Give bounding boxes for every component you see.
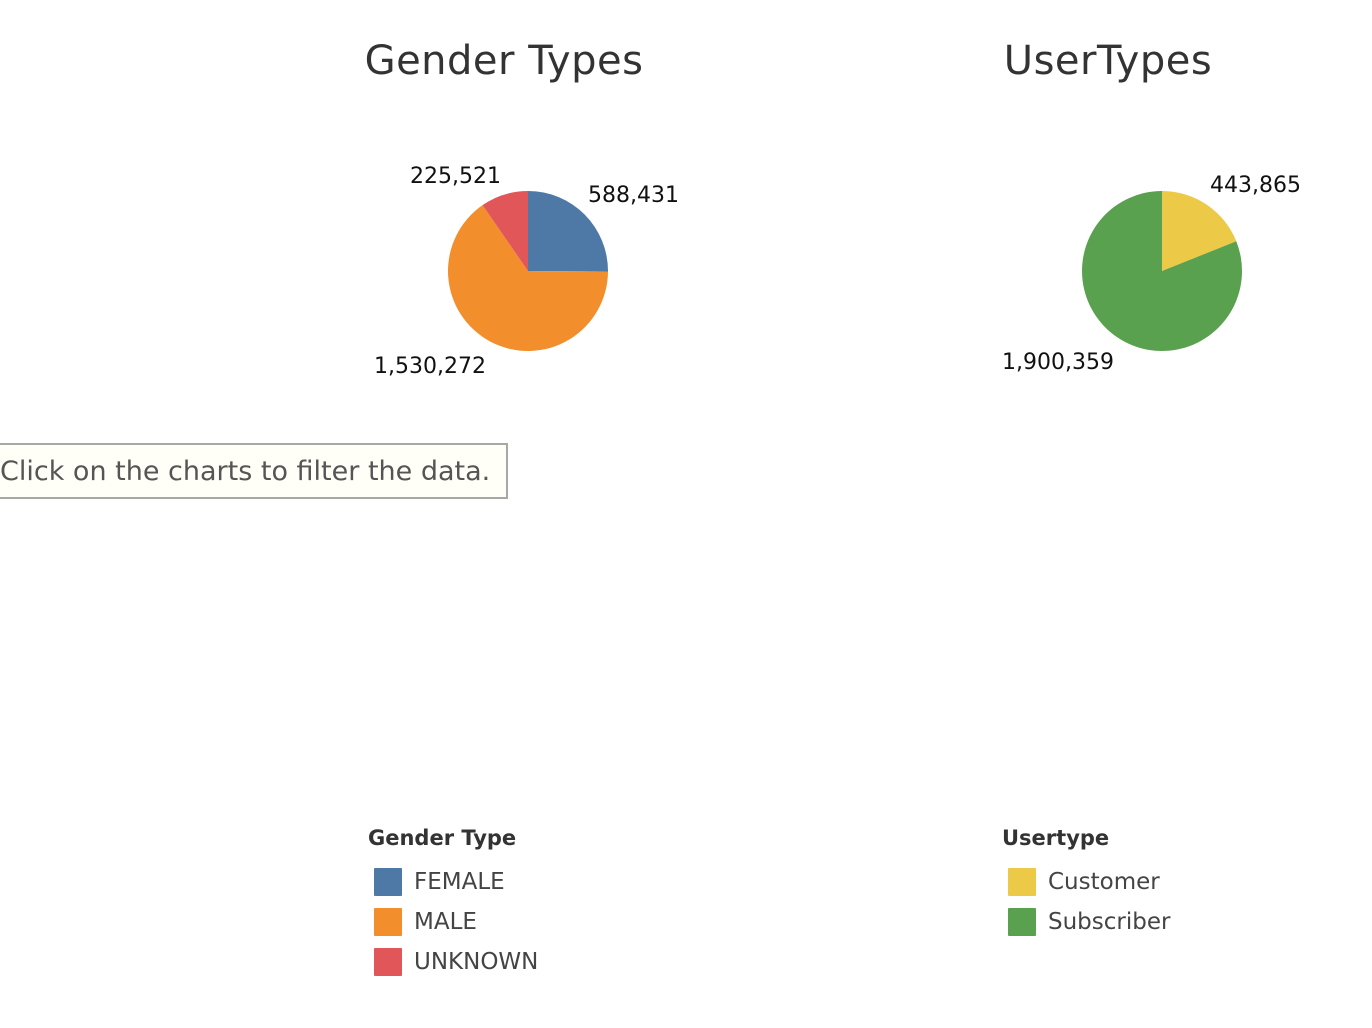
- gender-legend-title: Gender Type: [368, 826, 517, 850]
- legend-item-subscriber[interactable]: Subscriber: [1008, 902, 1170, 942]
- usertype-legend-title: Usertype: [1002, 826, 1110, 850]
- filter-hint-text: Click on the charts to filter the data.: [0, 455, 491, 487]
- usertype-legend: Usertype Customer Subscriber: [1002, 826, 1170, 942]
- usertype-pie-chart[interactable]: 443,865 1,900,359: [0, 0, 1372, 420]
- female-swatch: [374, 868, 402, 896]
- legend-item-female[interactable]: FEMALE: [374, 862, 538, 902]
- male-swatch: [374, 908, 402, 936]
- gender-legend: Gender Type FEMALE MALE UNKNOWN: [368, 826, 538, 982]
- pie-slice-customer[interactable]: [1162, 191, 1237, 271]
- data-label-male: 1,530,272: [374, 354, 486, 379]
- data-label-female: 588,431: [588, 183, 679, 208]
- filter-hint-box: Click on the charts to filter the data.: [0, 443, 508, 499]
- gender-pie-chart[interactable]: 588,431 1,530,272 225,521: [0, 0, 1372, 420]
- legend-label-unknown: UNKNOWN: [414, 949, 539, 975]
- gender-chart-title: Gender Types: [364, 38, 644, 84]
- subscriber-swatch: [1008, 908, 1036, 936]
- pie-slice-subscriber[interactable]: [1082, 191, 1243, 352]
- legend-item-customer[interactable]: Customer: [1008, 862, 1170, 902]
- data-label-unknown: 225,521: [410, 164, 501, 189]
- legend-item-male[interactable]: MALE: [374, 902, 538, 942]
- customer-swatch: [1008, 868, 1036, 896]
- pie-slice-unknown[interactable]: [482, 191, 528, 271]
- legend-label-customer: Customer: [1048, 869, 1160, 895]
- legend-label-male: MALE: [414, 909, 477, 935]
- pie-slice-male[interactable]: [447, 205, 608, 352]
- usertype-chart-title: UserTypes: [1003, 38, 1213, 84]
- unknown-swatch: [374, 948, 402, 976]
- data-label-customer: 443,865: [1210, 173, 1301, 198]
- legend-label-female: FEMALE: [414, 869, 505, 895]
- pie-slice-female[interactable]: [528, 191, 608, 272]
- data-label-subscriber: 1,900,359: [1002, 350, 1114, 375]
- legend-label-subscriber: Subscriber: [1048, 909, 1171, 935]
- legend-item-unknown[interactable]: UNKNOWN: [374, 942, 538, 982]
